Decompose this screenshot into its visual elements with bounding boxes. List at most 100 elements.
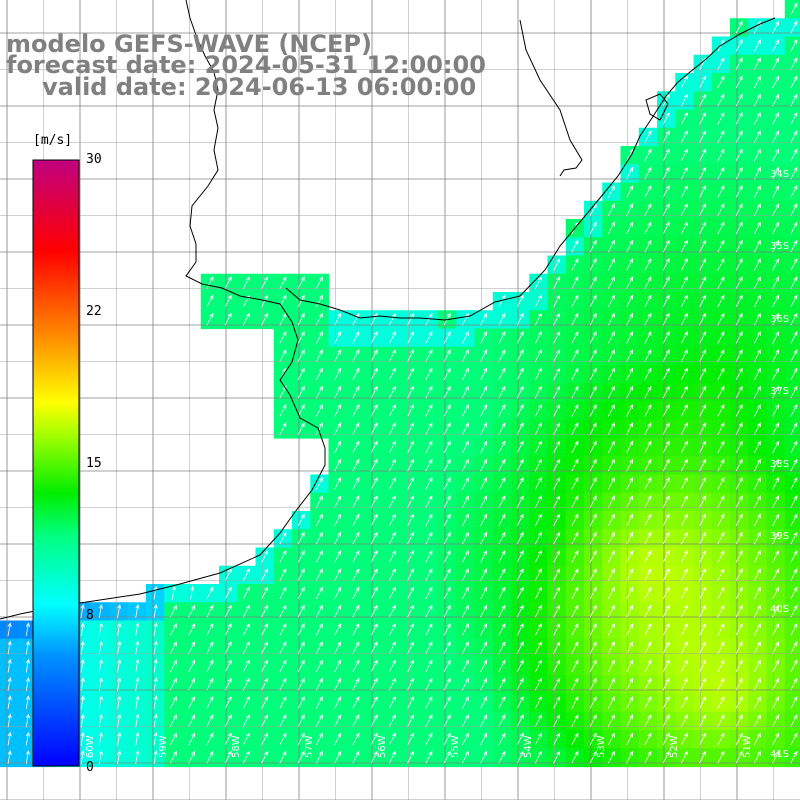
wind-arrow xyxy=(753,276,761,289)
wind-arrow xyxy=(735,404,743,417)
wind-arrow xyxy=(80,695,85,710)
wind-arrow xyxy=(607,714,615,727)
wind-arrow xyxy=(571,239,579,253)
lon-label-54w: 54W xyxy=(523,735,534,758)
wind-cell xyxy=(419,401,439,421)
wind-arrow xyxy=(461,586,469,600)
wind-arrow xyxy=(772,586,780,600)
wind-arrow xyxy=(717,221,725,235)
wind-cell xyxy=(711,602,731,622)
wind-arrow xyxy=(553,659,561,673)
wind-arrow xyxy=(753,367,761,381)
wind-arrow xyxy=(534,495,542,508)
wind-arrow xyxy=(571,586,579,600)
wind-cell xyxy=(565,565,585,585)
wind-arrow xyxy=(790,677,798,691)
wind-arrow xyxy=(407,477,415,490)
wind-arrow xyxy=(315,349,323,362)
wind-arrow xyxy=(680,641,688,654)
wind-arrow xyxy=(735,349,743,362)
wind-arrow xyxy=(717,312,725,326)
wind-arrow xyxy=(261,276,269,289)
wind-arrow xyxy=(534,404,542,417)
wind-arrow xyxy=(443,495,451,508)
wind-arrow xyxy=(388,422,396,435)
wind-arrow xyxy=(135,713,140,728)
wind-arrow xyxy=(334,404,342,417)
wind-cell xyxy=(784,492,800,512)
wind-arrow xyxy=(279,732,287,746)
wind-cell xyxy=(675,127,695,147)
wind-arrow xyxy=(662,495,670,508)
wind-cell xyxy=(638,711,658,731)
wind-arrow xyxy=(571,477,579,490)
wind-arrow xyxy=(80,677,85,691)
wind-arrow xyxy=(480,367,488,381)
wind-cell xyxy=(602,419,622,439)
wind-arrow xyxy=(571,458,579,472)
wind-cell xyxy=(419,529,439,549)
wind-arrow xyxy=(461,623,469,636)
wind-arrow xyxy=(261,550,269,563)
wind-arrow xyxy=(553,732,561,746)
wind-arrow xyxy=(662,531,670,545)
wind-cell xyxy=(675,602,695,622)
wind-cell xyxy=(164,602,184,622)
wind-arrow xyxy=(589,714,597,727)
wind-arrow xyxy=(790,641,798,654)
wind-arrow xyxy=(680,677,688,691)
wind-arrow xyxy=(425,604,433,618)
wind-cell xyxy=(346,474,366,494)
wind-arrow xyxy=(717,604,725,618)
wind-cell xyxy=(711,711,731,731)
wind-cell xyxy=(346,438,366,457)
wind-arrow xyxy=(425,641,433,654)
wind-cell xyxy=(456,620,476,640)
wind-cell xyxy=(273,547,293,567)
wind-cell xyxy=(675,565,695,585)
coastline-inland-border xyxy=(519,19,583,177)
wind-arrow xyxy=(388,477,396,490)
wind-cell xyxy=(565,620,585,640)
wind-arrow xyxy=(626,513,634,527)
wind-arrow xyxy=(735,586,743,600)
wind-arrow xyxy=(534,331,542,344)
wind-arrow xyxy=(516,696,524,709)
wind-cell xyxy=(675,492,695,512)
wind-arrow xyxy=(607,641,615,654)
wind-arrow xyxy=(571,422,579,435)
wind-arrow xyxy=(644,586,652,600)
wind-arrow xyxy=(607,349,615,362)
wind-arrow xyxy=(626,185,634,198)
wind-cell xyxy=(675,401,695,421)
wind-cell xyxy=(602,365,622,384)
wind-arrow xyxy=(388,367,396,381)
wind-arrow xyxy=(370,495,378,508)
wind-cell xyxy=(237,292,257,311)
wind-cell xyxy=(675,146,695,165)
wind-cell xyxy=(383,383,403,403)
wind-arrow xyxy=(297,677,305,691)
wind-arrow xyxy=(626,531,634,545)
wind-arrow xyxy=(498,568,506,581)
wind-arrow xyxy=(425,659,433,673)
wind-arrow xyxy=(388,440,396,454)
wind-arrow xyxy=(790,203,798,216)
wind-arrow xyxy=(680,185,688,198)
wind-arrow xyxy=(644,732,652,746)
wind-arrow xyxy=(498,750,506,764)
wind-arrow xyxy=(534,677,542,691)
wind-arrow xyxy=(98,677,103,691)
wind-arrow xyxy=(571,623,579,636)
wind-cell xyxy=(200,273,220,293)
wind-arrow xyxy=(790,112,798,125)
wind-cell xyxy=(748,419,768,439)
wind-cell xyxy=(638,346,658,366)
wind-arrow xyxy=(461,349,469,362)
wind-cell xyxy=(638,146,658,165)
wind-cell xyxy=(638,638,658,658)
wind-cell xyxy=(310,383,330,403)
wind-arrow xyxy=(680,203,688,216)
wind-arrow xyxy=(717,586,725,600)
wind-arrow xyxy=(461,440,469,454)
